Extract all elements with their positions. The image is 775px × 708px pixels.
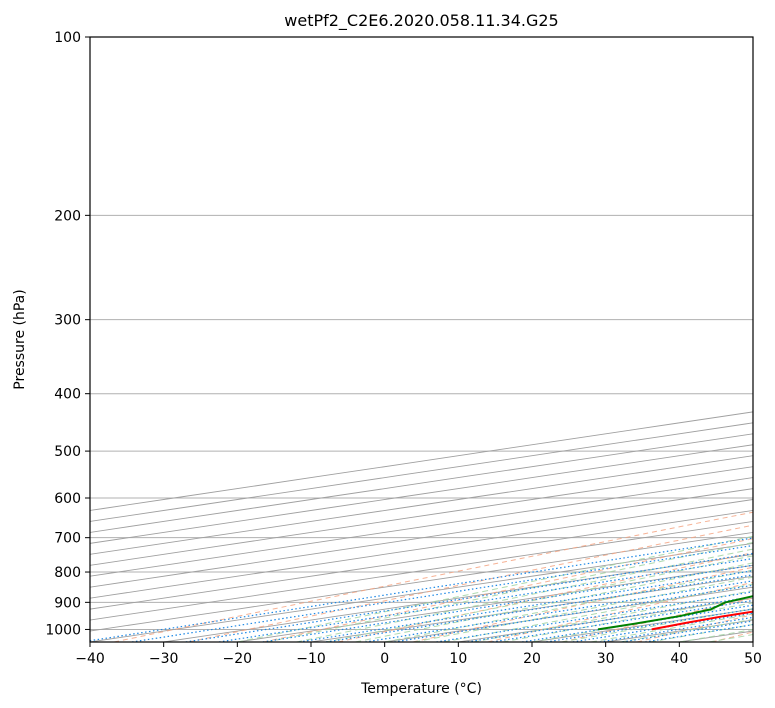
mixing-ratio-line xyxy=(572,612,753,642)
x-tick-label: −10 xyxy=(296,651,326,667)
y-axis-label: Pressure (hPa) xyxy=(12,289,28,389)
isotherm-line xyxy=(90,542,753,642)
x-tick-label: 50 xyxy=(744,651,762,667)
isotherm-line xyxy=(163,553,753,642)
y-tick-label: 500 xyxy=(54,444,81,460)
x-tick-label: 40 xyxy=(670,651,688,667)
mixing-ratio-line xyxy=(546,608,753,642)
isotherm-line xyxy=(458,597,753,642)
isotherm-line xyxy=(237,564,753,642)
y-axis: 100 200 300 400 500 600 700 800 900 1000 xyxy=(45,30,90,638)
x-tick-label: −30 xyxy=(149,651,179,667)
isotherm-line xyxy=(310,575,753,642)
mixing-ratio-line xyxy=(218,557,753,642)
x-tick-label: 10 xyxy=(449,651,467,667)
dry-adiabat-line xyxy=(487,581,753,642)
moist-adiabat-line xyxy=(355,562,753,642)
isotherm-line xyxy=(90,520,753,621)
moist-adiabat-line xyxy=(473,590,753,642)
y-tick-label: 900 xyxy=(54,595,81,611)
isotherm-line xyxy=(90,466,753,566)
dry-adiabat-line xyxy=(113,511,753,642)
isotherm-line xyxy=(90,411,753,511)
moist-adiabat-line xyxy=(266,541,753,642)
background-lines xyxy=(90,37,753,642)
isotherm-line xyxy=(90,477,753,577)
x-tick-label: 0 xyxy=(380,651,389,667)
x-axis-label: Temperature (°C) xyxy=(360,681,482,697)
x-tick-label: −20 xyxy=(223,651,253,667)
y-tick-label: 100 xyxy=(54,30,81,46)
x-tick-label: 30 xyxy=(597,651,615,667)
dry-adiabat-line xyxy=(263,538,753,642)
isotherm-line xyxy=(90,444,753,544)
x-tick-label: 20 xyxy=(523,651,541,667)
isotherm-line xyxy=(384,586,753,642)
isotherm-line xyxy=(90,433,753,533)
plot-frame xyxy=(89,36,754,643)
isotherm-line xyxy=(90,531,753,632)
y-tick-label: 1000 xyxy=(45,622,81,638)
isotherm-line xyxy=(90,455,753,555)
mixing-ratio-line xyxy=(599,616,753,642)
x-axis: −40 −30 −20 −10 0 10 20 30 40 50 xyxy=(75,642,762,667)
y-tick-label: 400 xyxy=(54,387,81,403)
x-tick-label: −40 xyxy=(75,651,105,667)
moist-adiabat-line xyxy=(325,555,753,642)
mixing-ratio-line xyxy=(90,537,753,642)
mixing-ratio-line xyxy=(185,552,753,642)
y-tick-label: 300 xyxy=(54,313,81,329)
y-tick-label: 200 xyxy=(54,208,81,224)
chart-title: wetPf2_C2E6.2020.058.11.34.G25 xyxy=(284,11,558,31)
isotherm-line xyxy=(90,422,753,522)
isotherm-line xyxy=(90,510,753,610)
y-tick-label: 600 xyxy=(54,491,81,507)
y-tick-label: 700 xyxy=(54,531,81,547)
mixing-ratio-line xyxy=(131,544,753,642)
moist-adiabat-line xyxy=(443,583,753,642)
y-tick-label: 800 xyxy=(54,565,81,581)
mixing-ratio-line xyxy=(492,599,753,642)
